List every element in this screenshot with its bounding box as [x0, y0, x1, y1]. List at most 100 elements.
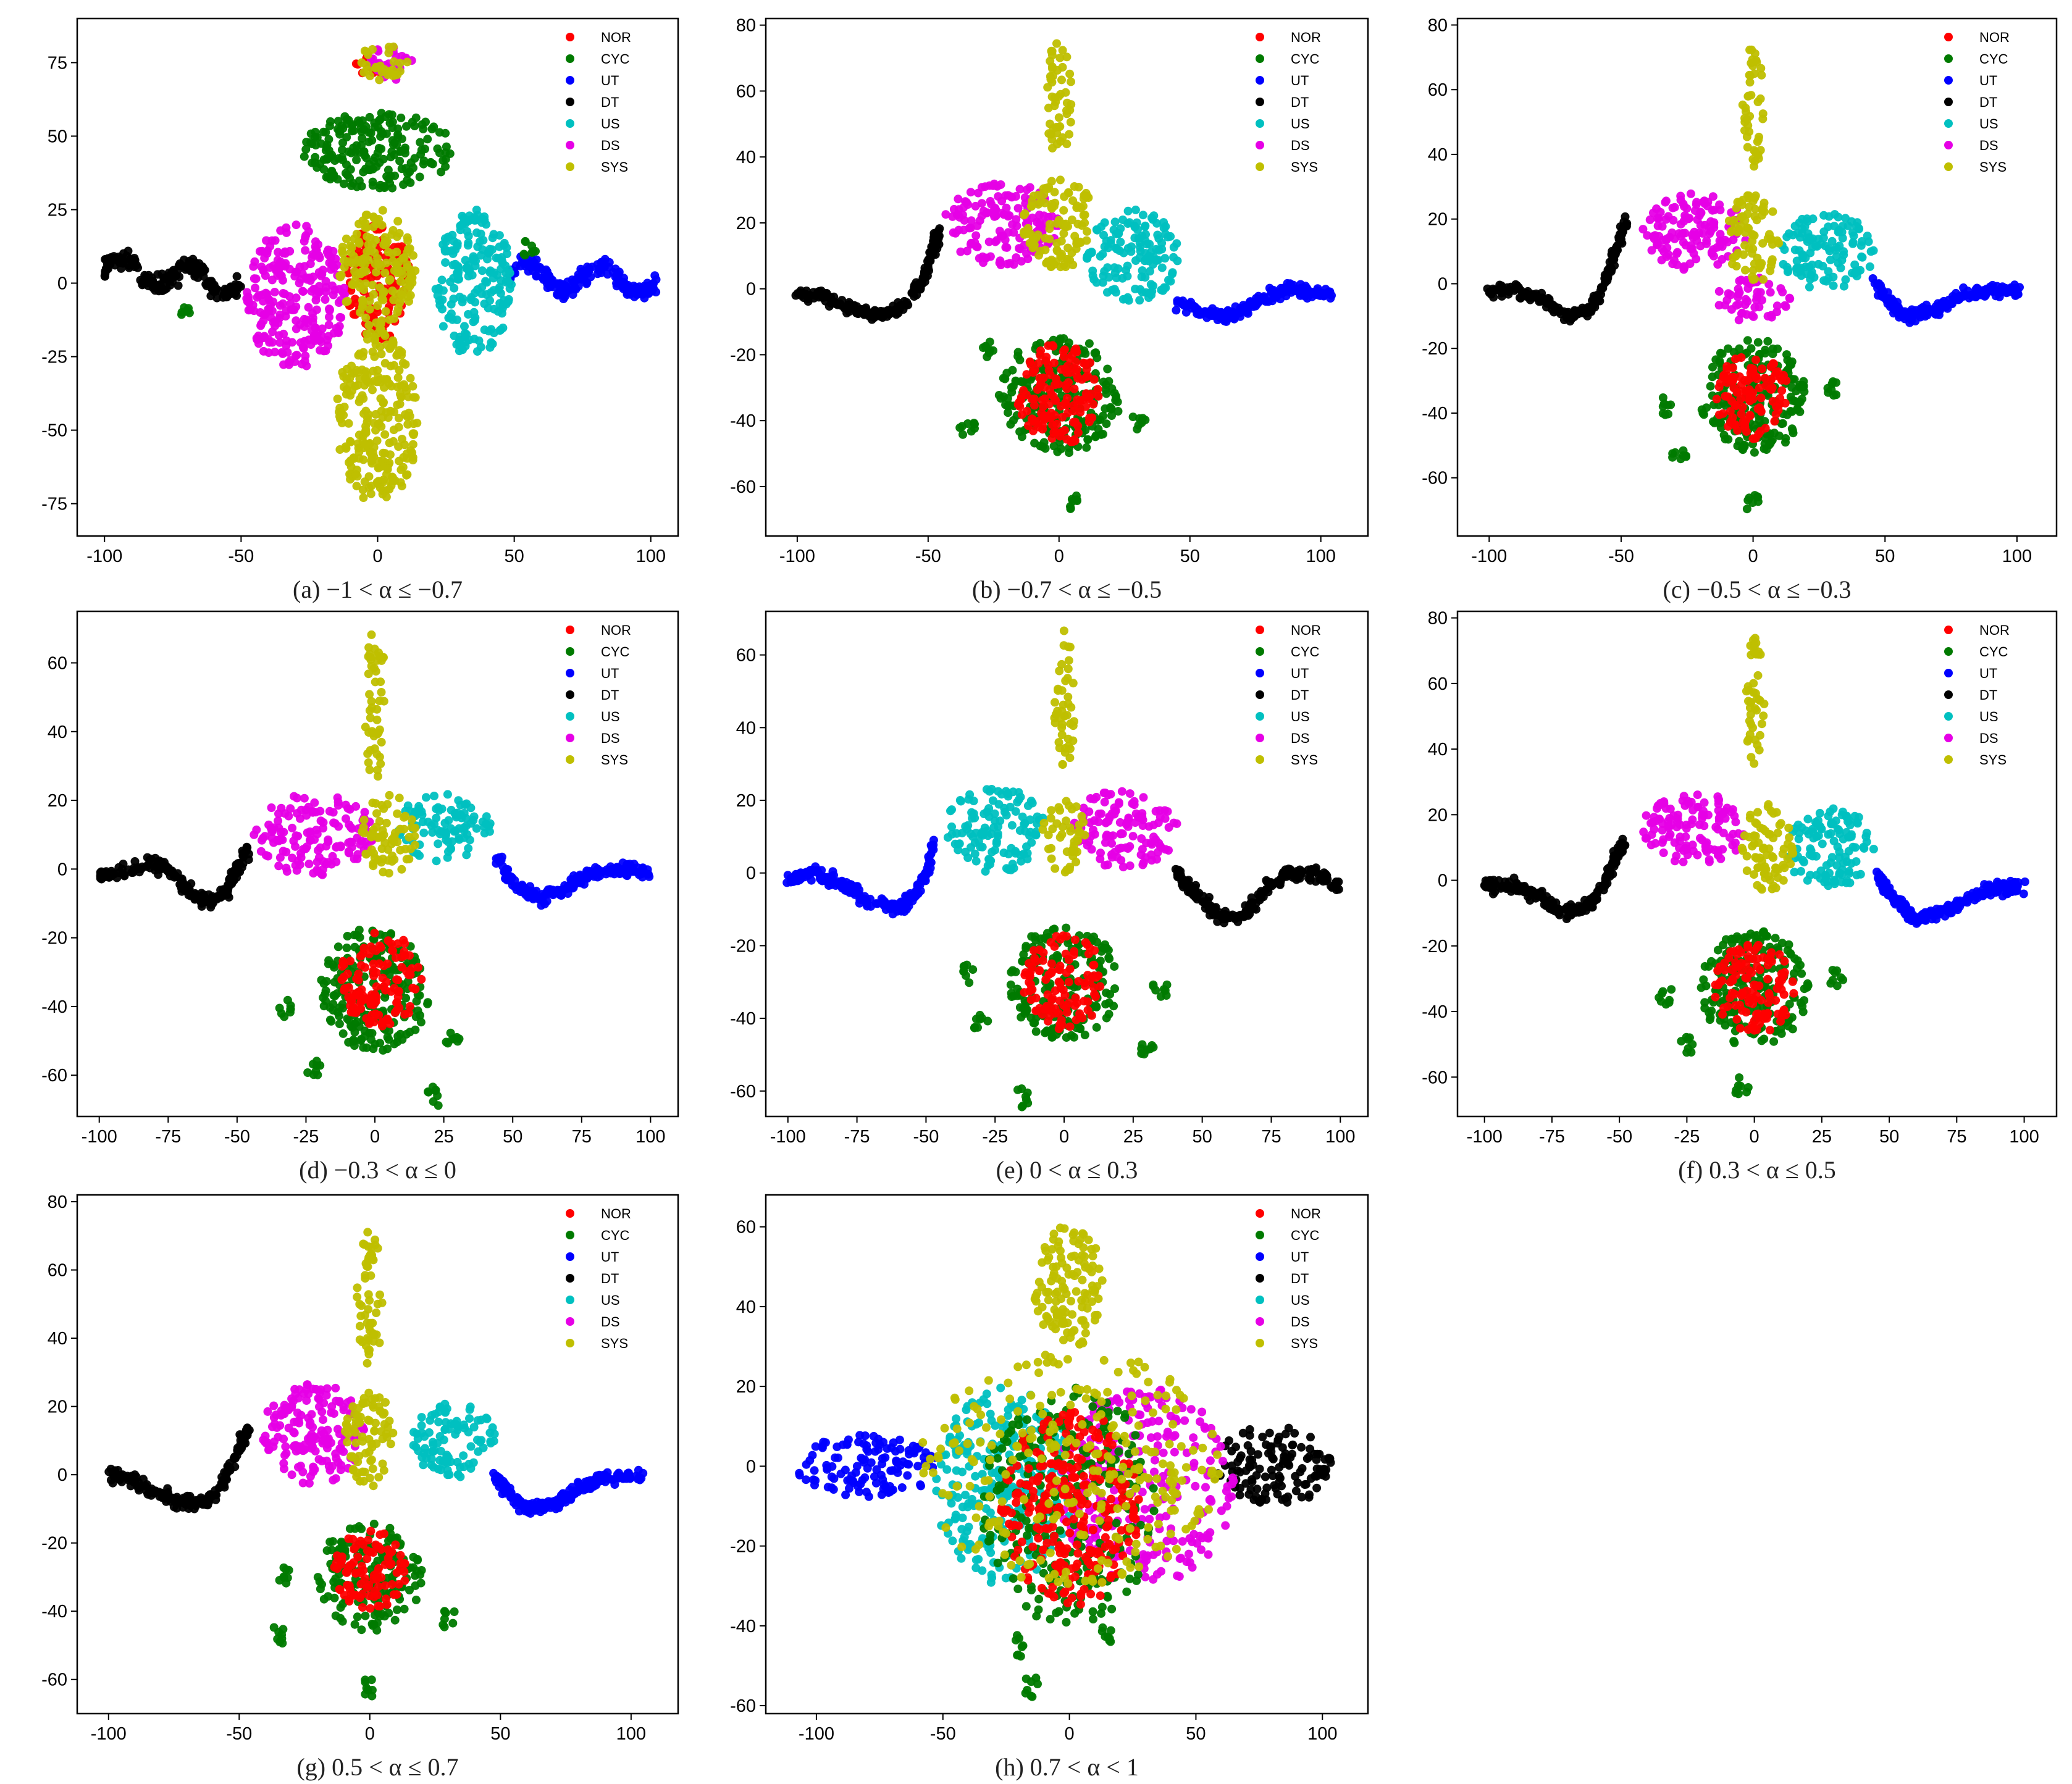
- point-us: [1829, 281, 1838, 290]
- scatter-points: [1483, 45, 2024, 514]
- point-sys: [359, 348, 368, 357]
- series-us: [431, 206, 516, 356]
- point-ds: [285, 292, 294, 301]
- point-us: [1092, 278, 1101, 287]
- point-sys: [380, 237, 390, 246]
- point-nor: [1070, 384, 1079, 393]
- point-dt: [895, 301, 905, 310]
- point-dt: [862, 303, 871, 312]
- point-cyc: [437, 167, 446, 177]
- point-dt: [207, 279, 216, 288]
- point-sys: [364, 65, 372, 75]
- point-sys: [406, 269, 415, 278]
- point-us: [1099, 271, 1108, 280]
- point-sys: [356, 269, 366, 278]
- point-sys: [1059, 206, 1068, 215]
- point-ds: [1035, 224, 1044, 233]
- point-cyc: [1743, 336, 1752, 345]
- point-ds: [1012, 215, 1021, 224]
- point-ds: [1013, 204, 1023, 213]
- point-sys: [1068, 261, 1078, 269]
- point-nor: [361, 963, 370, 972]
- point-ds: [321, 277, 330, 286]
- point-dt: [179, 255, 188, 264]
- point-sys: [1731, 251, 1740, 261]
- point-sys: [373, 254, 382, 263]
- point-cyc: [1015, 355, 1025, 364]
- point-sys: [1748, 230, 1758, 240]
- point-sys: [1768, 207, 1777, 216]
- point-ds: [954, 225, 963, 235]
- point-sys: [362, 47, 371, 56]
- point-sys: [356, 283, 364, 292]
- point-sys: [366, 489, 375, 498]
- point-ds: [1653, 240, 1662, 249]
- point-ut: [1892, 304, 1901, 314]
- point-cyc: [283, 995, 292, 1005]
- point-sys: [337, 270, 346, 280]
- point-us: [1160, 283, 1169, 292]
- series-us: [1777, 210, 1878, 291]
- point-nor: [1093, 385, 1102, 394]
- legend-label-us: US: [1291, 116, 1310, 132]
- point-sys: [1057, 237, 1066, 246]
- point-ds: [1001, 191, 1010, 200]
- point-dt: [197, 899, 206, 908]
- point-us: [488, 233, 497, 243]
- point-us: [1850, 260, 1860, 269]
- point-sys: [363, 376, 372, 385]
- point-dt: [216, 892, 225, 902]
- point-sys: [393, 217, 403, 226]
- point-sys: [1740, 117, 1750, 127]
- point-cyc: [999, 392, 1009, 401]
- point-ut: [615, 869, 624, 879]
- point-nor: [1072, 344, 1081, 353]
- point-nor: [1049, 358, 1059, 367]
- series-ut: [1868, 274, 2024, 327]
- point-sys: [368, 347, 377, 356]
- legend-marker-ut: [1944, 76, 1953, 85]
- point-cyc: [1107, 404, 1116, 414]
- point-cyc: [338, 145, 346, 154]
- point-cyc: [361, 122, 371, 131]
- point-cyc: [387, 111, 396, 119]
- point-sys: [408, 382, 417, 391]
- point-sys: [1072, 239, 1081, 248]
- point-sys: [342, 297, 351, 306]
- point-ds: [954, 210, 962, 219]
- plot-frame: [765, 17, 1369, 537]
- point-us: [495, 283, 504, 292]
- point-dt: [1562, 309, 1571, 317]
- point-ds: [1695, 211, 1704, 220]
- point-cyc: [1785, 358, 1795, 367]
- point-dt: [1497, 288, 1506, 298]
- point-us: [1130, 233, 1139, 243]
- point-sys: [1736, 212, 1745, 222]
- point-ds: [295, 278, 304, 288]
- point-sys: [1047, 135, 1057, 144]
- point-dt: [1581, 304, 1590, 314]
- point-cyc: [1782, 410, 1792, 419]
- point-nor: [1015, 402, 1025, 411]
- point-ut: [1899, 311, 1908, 320]
- plot-frame: [1456, 17, 2058, 537]
- scatter-points: [100, 42, 661, 502]
- point-cyc: [385, 970, 394, 979]
- point-nor: [1034, 359, 1043, 368]
- point-cyc: [343, 932, 352, 940]
- point-cyc: [1128, 412, 1138, 422]
- point-nor: [382, 1015, 392, 1023]
- point-ut: [590, 872, 599, 881]
- point-us: [1784, 229, 1793, 238]
- point-ds: [1009, 228, 1018, 237]
- point-sys: [352, 466, 361, 474]
- point-nor: [372, 982, 381, 991]
- point-us: [1119, 248, 1128, 258]
- point-sys: [346, 437, 355, 446]
- point-nor: [1025, 357, 1034, 366]
- point-cyc: [1718, 349, 1727, 358]
- point-nor: [1779, 371, 1788, 380]
- point-cyc: [1094, 424, 1103, 433]
- point-ut: [638, 863, 647, 873]
- point-ds: [1767, 312, 1776, 322]
